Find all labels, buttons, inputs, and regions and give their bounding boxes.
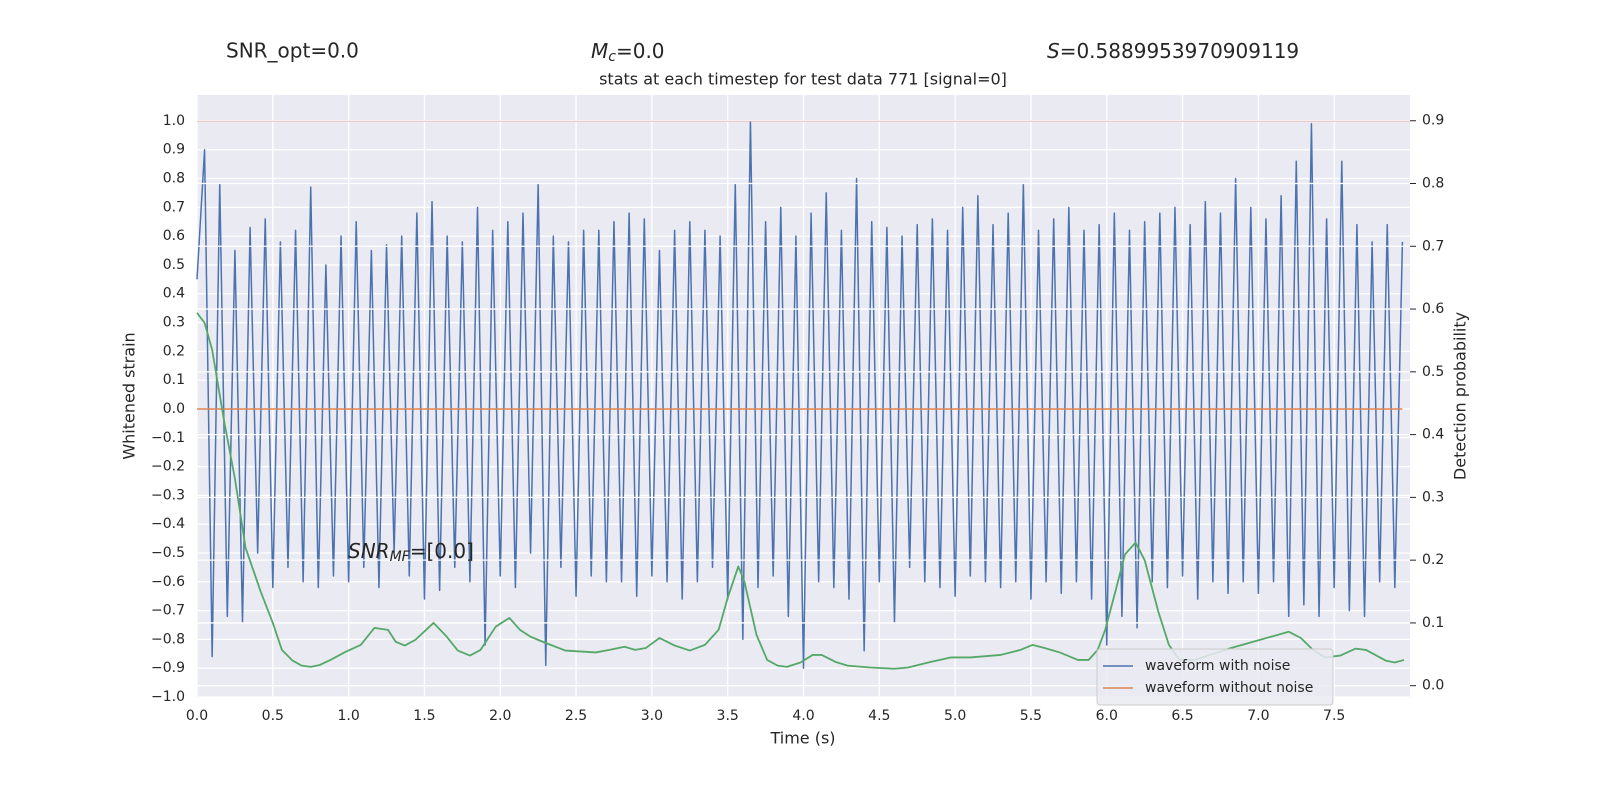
x-tick-label: 4.5 <box>868 708 890 724</box>
lines-y2 <box>196 312 1405 670</box>
x-axis-label: Time (s) <box>769 729 835 748</box>
y-tick-label: 0.8 <box>163 171 185 187</box>
y-tick-label: 0.5 <box>163 257 185 273</box>
y-tick-label: −0.8 <box>151 631 185 647</box>
snr-opt: SNR_opt=0.0 <box>226 39 359 63</box>
ticks: 0.0 0.5 1.0 1.5 2.0 2.5 3.0 3.5 4.0 4.5 5.0 5.5 6.0 6… <box>151 113 1444 724</box>
mc: Mc=0.0 <box>591 39 665 66</box>
y2-tick-label: 0.2 <box>1422 552 1444 568</box>
y2-axis-label: Detection probability <box>1451 312 1470 480</box>
s-rest: =0.5889953970909119 <box>1060 39 1299 63</box>
y-tick-label: −0.6 <box>151 574 185 590</box>
y2-tick-label: 0.1 <box>1422 615 1444 631</box>
y2-tick-label: 0.8 <box>1422 176 1444 192</box>
x-tick-label: 6.0 <box>1096 708 1118 724</box>
legend-label: waveform without noise <box>1145 680 1313 696</box>
y-tick-label: −0.4 <box>151 516 185 532</box>
x-tick-label: 0.5 <box>262 708 284 724</box>
y-tick-label: 0.1 <box>163 372 185 388</box>
x-tick-label: 7.0 <box>1247 708 1269 724</box>
legend: waveform with noise waveform without nois… <box>1096 648 1334 706</box>
series-line <box>196 120 1404 669</box>
y-tick-label: −0.3 <box>151 487 185 503</box>
mc-rest: =0.0 <box>616 39 665 63</box>
y2-tick-label: 0.4 <box>1422 427 1444 443</box>
y-tick-label: 0.6 <box>163 228 185 244</box>
s-base: S <box>1047 39 1060 63</box>
x-tick-label: 0.0 <box>186 708 208 724</box>
x-tick-label: 1.5 <box>413 708 435 724</box>
y-tick-label: 0.7 <box>163 199 185 215</box>
y-tick-label: 0.2 <box>163 343 185 359</box>
y-tick-label: 0.3 <box>163 315 185 331</box>
annotation-rest: =[0.0] <box>410 539 474 563</box>
mc-base: M <box>591 39 608 63</box>
y-tick-label: 1.0 <box>163 113 185 129</box>
series-line <box>196 312 1405 670</box>
annotation: SNRMF=[0.0] <box>348 539 474 566</box>
y-tick-label: −0.9 <box>151 660 185 676</box>
x-tick-label: 2.5 <box>565 708 587 724</box>
grid-y2 <box>197 120 1410 687</box>
y-tick-label: −1.0 <box>151 689 185 705</box>
legend-label: waveform with noise <box>1145 658 1290 674</box>
x-tick-label: 7.5 <box>1323 708 1345 724</box>
y-axis-label: Whitened strain <box>120 332 139 459</box>
y-tick-label: −0.7 <box>151 603 185 619</box>
chart-title: stats at each timestep for test data 771… <box>599 70 1007 89</box>
x-tick-label: 1.0 <box>337 708 359 724</box>
x-tick-label: 3.5 <box>717 708 739 724</box>
y-tick-label: −0.5 <box>151 545 185 561</box>
y-tick-label: 0.4 <box>163 286 185 302</box>
y2-tick-label: 0.3 <box>1422 489 1444 505</box>
y-tick-label: 0.9 <box>163 142 185 158</box>
x-tick-label: 5.0 <box>944 708 966 724</box>
x-tick-label: 2.0 <box>489 708 511 724</box>
s-stat: S=0.5889953970909119 <box>1047 39 1299 63</box>
x-tick-label: 5.5 <box>1020 708 1042 724</box>
y-tick-label: 0.0 <box>163 401 185 417</box>
x-tick-label: 3.0 <box>641 708 663 724</box>
annotation-base: SNR <box>348 539 390 563</box>
mc-sub: c <box>608 49 616 65</box>
y-tick-label: −0.1 <box>151 430 185 446</box>
y-tick-label: −0.2 <box>151 459 185 475</box>
x-tick-label: 4.0 <box>792 708 814 724</box>
y2-tick-label: 0.9 <box>1422 113 1444 129</box>
y2-tick-label: 0.6 <box>1422 301 1444 317</box>
x-tick-label: 6.5 <box>1171 708 1193 724</box>
y2-tick-label: 0.5 <box>1422 364 1444 380</box>
y2-tick-label: 0.0 <box>1422 678 1444 694</box>
legend-box <box>1096 648 1334 706</box>
annotation-sub: MF <box>390 549 411 565</box>
y2-tick-label: 0.7 <box>1422 238 1444 254</box>
